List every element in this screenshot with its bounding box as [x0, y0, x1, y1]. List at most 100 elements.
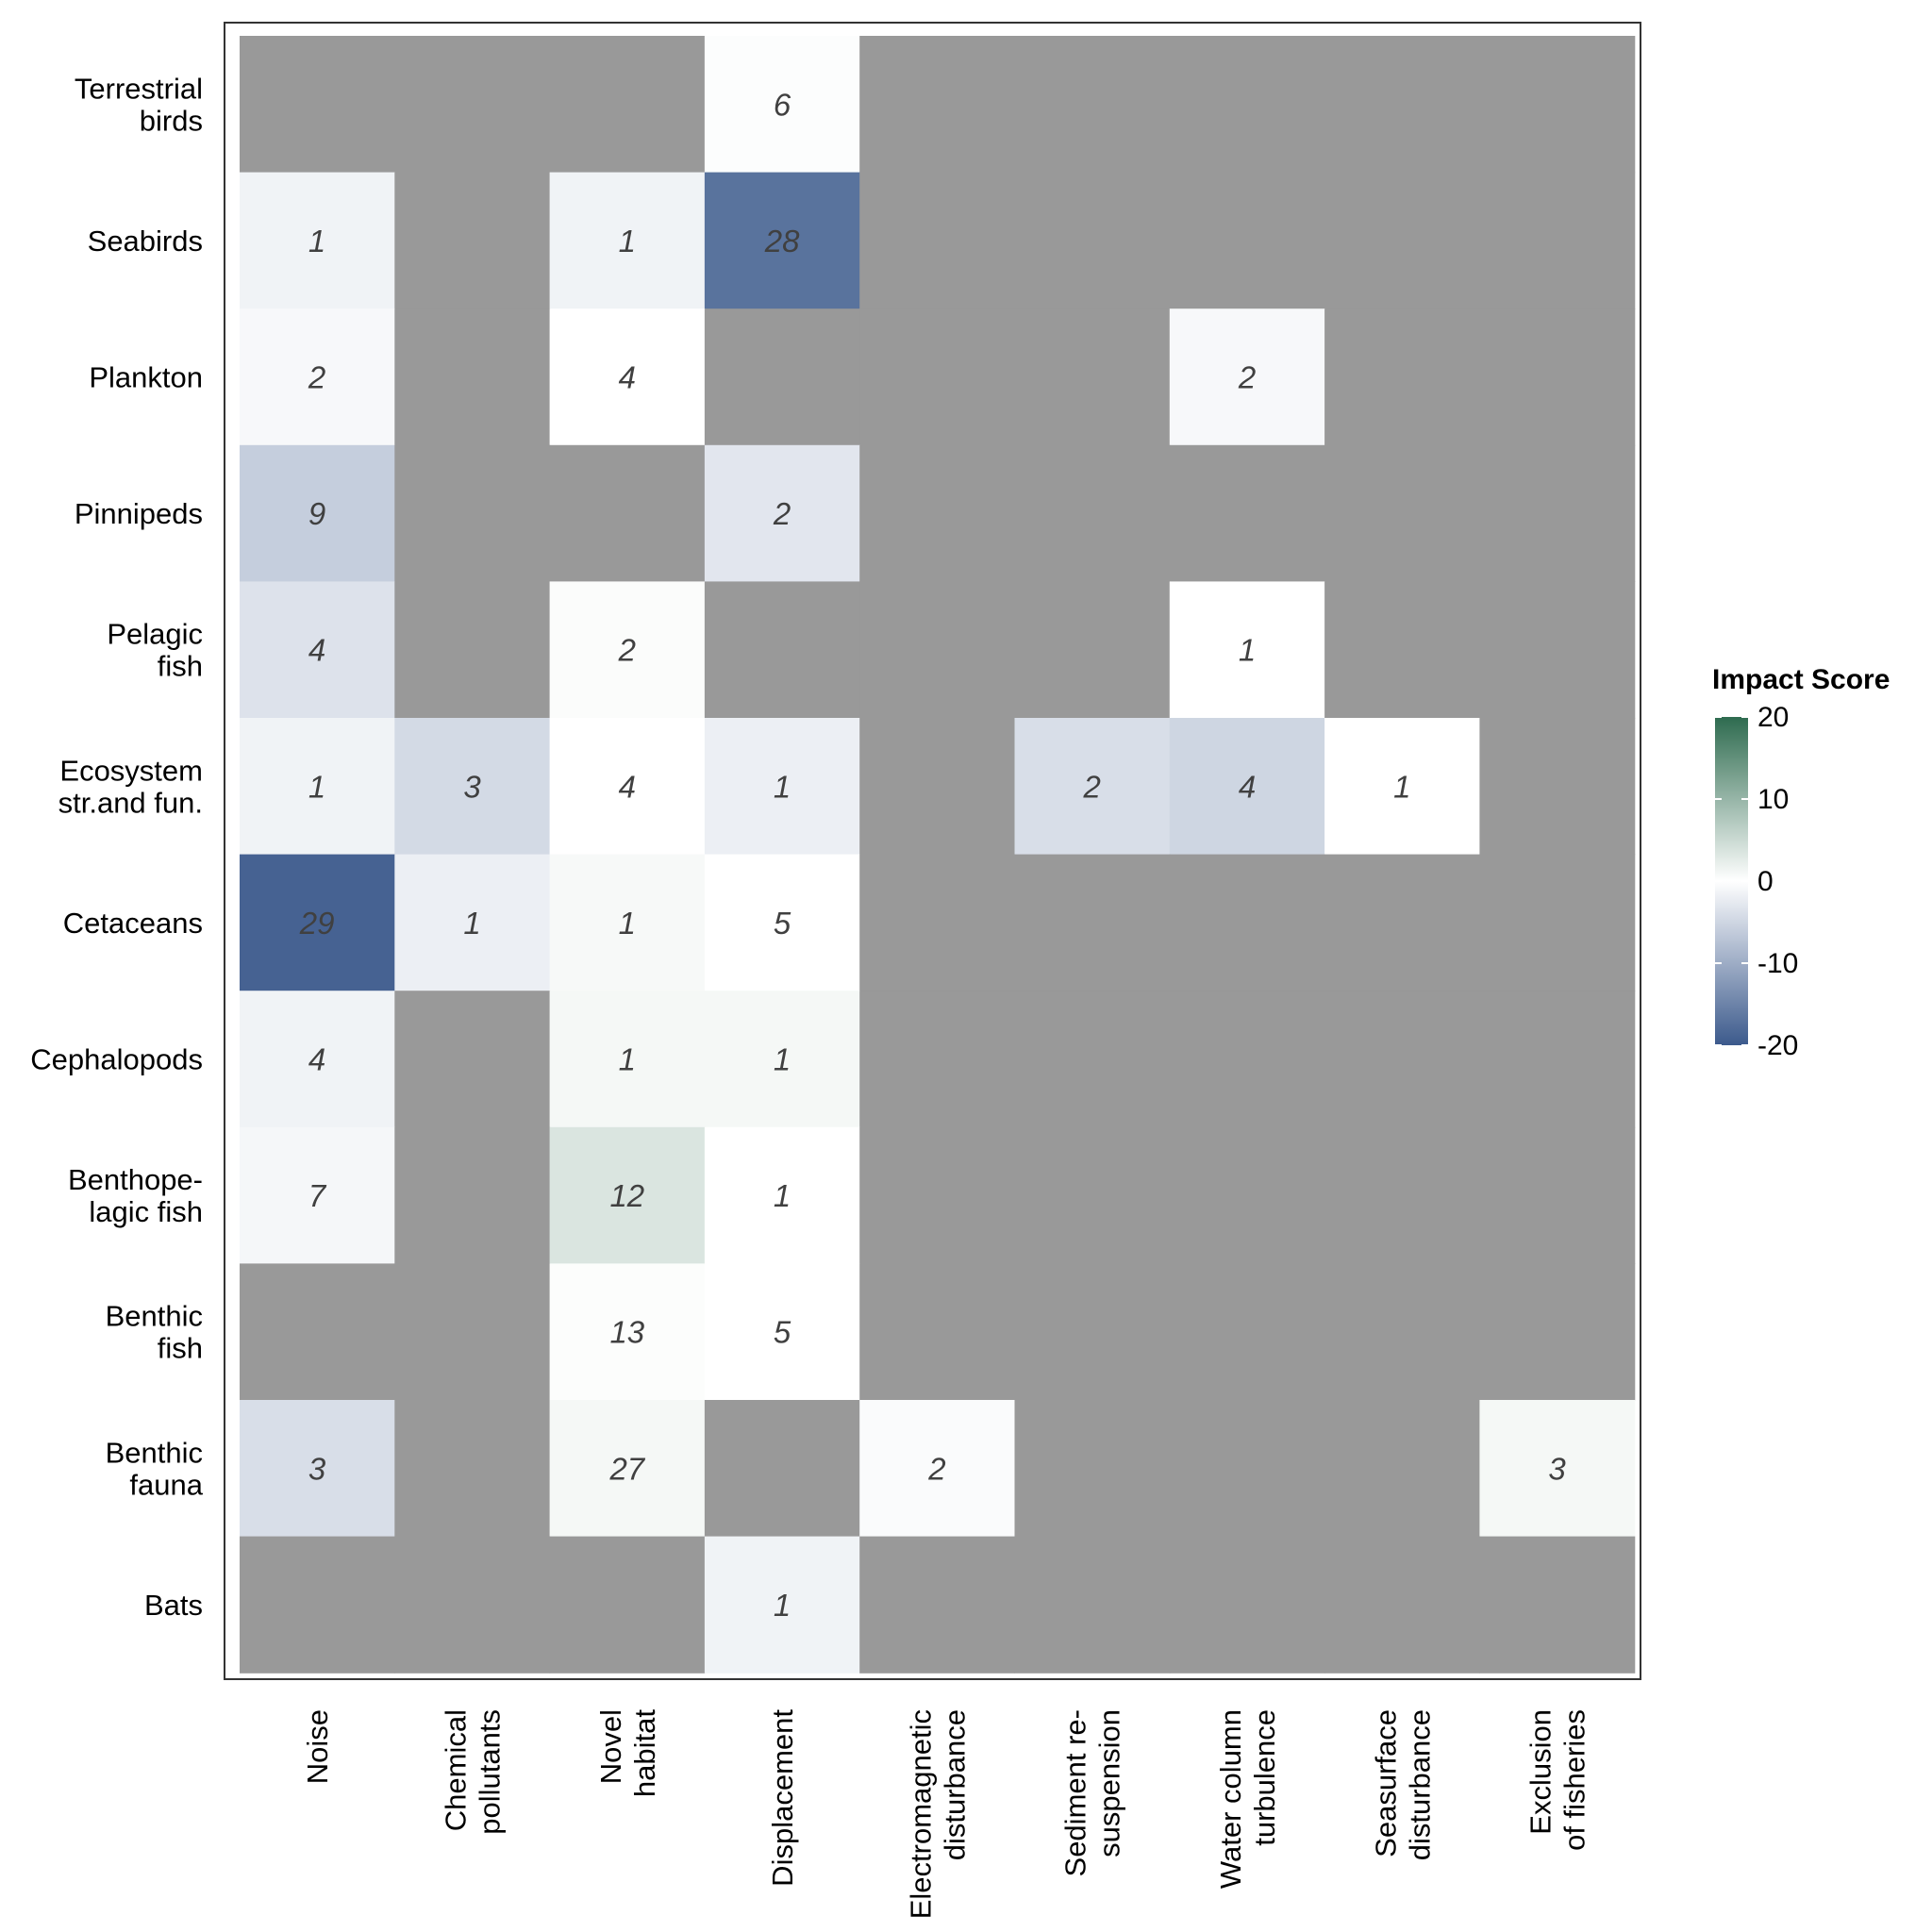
- cell-label: 3: [1548, 1451, 1566, 1486]
- heatmap-cell: [859, 991, 1016, 1128]
- heatmap-cell: [704, 444, 860, 582]
- cell-label: 1: [619, 1042, 636, 1077]
- cell-label: 3: [463, 769, 481, 804]
- heatmap-cell: [704, 718, 860, 856]
- heatmap-cell: [549, 854, 706, 991]
- column-label: Chemical: [440, 1709, 473, 1831]
- cell-label: 3: [308, 1451, 326, 1486]
- heatmap-cell: [394, 718, 551, 856]
- heatmap-cell: [240, 444, 395, 582]
- legend: Impact Score 20 10 0 -10 -20: [1712, 664, 1890, 1061]
- heatmap-cell: [704, 1126, 860, 1264]
- cell-label: 29: [299, 906, 335, 941]
- heatmap-cell: [859, 1400, 1016, 1538]
- heatmap-cell: [240, 308, 395, 446]
- heatmap-cell: [394, 1126, 551, 1264]
- heatmap-cell: [1324, 581, 1480, 719]
- heatmap-cell: [394, 991, 551, 1128]
- heatmap-cell: [859, 1263, 1016, 1401]
- cell-label: 2: [618, 633, 636, 668]
- cell-label: 1: [1239, 633, 1256, 668]
- cell-label: 1: [308, 769, 325, 804]
- heatmap-cells: 61 1 282 4 29 24 2 11 3 4 1 2 4 129 1 1 54 1 17 12 113 53 27 2 3…: [240, 36, 1636, 1674]
- column-label: disturbance: [1403, 1709, 1436, 1860]
- legend-title: Impact Score: [1712, 664, 1890, 695]
- row-label: Plankton: [89, 361, 203, 394]
- heatmap-cell: [1479, 854, 1636, 991]
- column-label: Noise: [301, 1709, 334, 1784]
- heatmap-cell: [240, 1263, 395, 1401]
- heatmap-cell: [1014, 172, 1171, 309]
- heatmap-cell: [549, 991, 706, 1128]
- column-label: Exclusion: [1524, 1709, 1557, 1835]
- row-label: Benthope-: [68, 1163, 203, 1196]
- heatmap-cell: [394, 1536, 551, 1674]
- column-label: Water column: [1214, 1709, 1247, 1889]
- heatmap-cell: [240, 36, 395, 174]
- cell-label: 1: [774, 1178, 791, 1213]
- heatmap-cell: [859, 1126, 1016, 1264]
- row-label: Ecosystem: [59, 754, 203, 787]
- row-label: Cephalopods: [30, 1043, 203, 1076]
- heatmap-cell: [704, 308, 860, 446]
- heatmap-cell: [1479, 991, 1636, 1128]
- row-label: str.and fun.: [58, 786, 203, 819]
- heatmap-cell: [704, 991, 860, 1128]
- cell-label: 2: [927, 1451, 945, 1486]
- row-label: Benthic: [106, 1300, 203, 1333]
- heatmap-cell: [859, 718, 1016, 856]
- heatmap-cell: [1014, 991, 1171, 1128]
- cell-label: 2: [773, 496, 791, 531]
- row-label: fauna: [129, 1468, 203, 1501]
- cell-label: 1: [619, 224, 636, 258]
- cell-label: 1: [619, 906, 636, 941]
- heatmap-cell: [549, 1263, 706, 1401]
- heatmap-cell: [859, 1536, 1016, 1674]
- heatmap-cell: [549, 444, 706, 582]
- heatmap-cell: [240, 854, 395, 991]
- heatmap-cell: [1479, 718, 1636, 856]
- row-label: lagic fish: [89, 1195, 203, 1228]
- column-label: Seasurface: [1369, 1709, 1402, 1857]
- heatmap-cell: [1169, 1400, 1325, 1538]
- heatmap-cell: [859, 308, 1016, 446]
- heatmap-cell: [240, 1536, 395, 1674]
- cell-label: 1: [1393, 769, 1410, 804]
- row-label: fish: [158, 650, 203, 683]
- cell-label: 1: [774, 769, 791, 804]
- heatmap-cell: [859, 854, 1016, 991]
- row-label: Benthic: [106, 1436, 203, 1469]
- heatmap-cell: [1014, 308, 1171, 446]
- heatmap-cell: [549, 1400, 706, 1538]
- heatmap-cell: [1169, 444, 1325, 582]
- cell-label: 9: [308, 496, 325, 531]
- heatmap-cell: [240, 172, 395, 309]
- row-label: Pelagic: [107, 618, 203, 651]
- cell-label: 6: [774, 87, 791, 122]
- heatmap-cell: [1169, 308, 1325, 446]
- heatmap-cell: [1014, 1536, 1171, 1674]
- cell-label: 12: [609, 1178, 644, 1213]
- heatmap-cell: [1169, 991, 1325, 1128]
- cell-label: 4: [308, 1042, 325, 1077]
- cell-label: 4: [619, 360, 636, 395]
- heatmap-cell: [1479, 581, 1636, 719]
- column-label: Displacement: [766, 1709, 799, 1887]
- heatmap-cell: [1479, 1263, 1636, 1401]
- heatmap-cell: [1479, 1536, 1636, 1674]
- heatmap-cell: [704, 581, 860, 719]
- heatmap-cell: [394, 1263, 551, 1401]
- legend-ticks: 20 10 0 -10 -20: [1715, 702, 1798, 1061]
- row-label: Seabirds: [88, 225, 203, 258]
- heatmap-cell: [1014, 854, 1171, 991]
- column-label: pollutants: [474, 1709, 507, 1835]
- heatmap-cell: [549, 172, 706, 309]
- heatmap-cell: [1169, 854, 1325, 991]
- heatmap-cell: [1324, 854, 1480, 991]
- legend-tick-label: -10: [1757, 948, 1798, 979]
- cell-label: 13: [609, 1315, 644, 1350]
- cell-label: 1: [463, 906, 480, 941]
- heatmap-cell: [1479, 308, 1636, 446]
- column-label: suspension: [1093, 1709, 1126, 1857]
